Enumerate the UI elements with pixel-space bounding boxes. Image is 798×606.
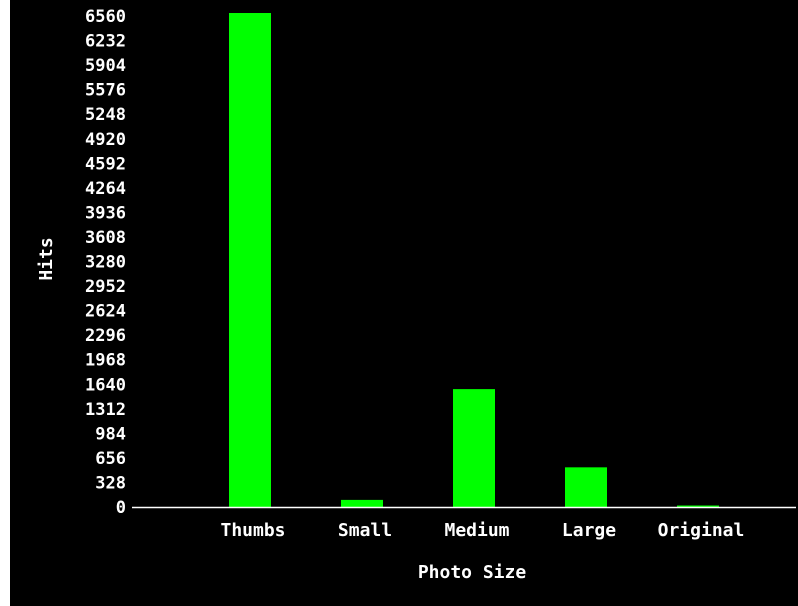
bar-medium bbox=[453, 389, 495, 507]
bar-large bbox=[565, 467, 607, 507]
bar-original bbox=[677, 505, 719, 507]
y-tick-label: 4920 bbox=[85, 130, 126, 150]
y-tick-label: 4264 bbox=[85, 179, 126, 199]
y-tick-label: 5576 bbox=[85, 81, 126, 101]
x-tick-label: Original bbox=[658, 520, 745, 541]
y-tick-label: 984 bbox=[95, 424, 126, 444]
bar-small bbox=[341, 499, 383, 507]
x-tick-label: Small bbox=[338, 520, 392, 541]
y-axis-title: Hits bbox=[36, 237, 57, 280]
x-tick-label: Thumbs bbox=[220, 520, 285, 541]
y-tick-label: 656 bbox=[95, 449, 126, 469]
y-tick-label: 3280 bbox=[85, 253, 126, 273]
x-tick-label: Large bbox=[562, 520, 616, 541]
y-tick-label: 3936 bbox=[85, 203, 126, 223]
y-tick-label: 1640 bbox=[85, 375, 126, 395]
y-tick-label: 6232 bbox=[85, 32, 126, 52]
y-tick-label: 5904 bbox=[85, 56, 126, 76]
y-tick-label: 328 bbox=[95, 473, 126, 493]
y-tick-label: 6560 bbox=[85, 7, 126, 27]
y-tick-label: 2624 bbox=[85, 302, 126, 322]
chart-background bbox=[10, 0, 798, 606]
x-tick-label: Medium bbox=[444, 520, 509, 541]
y-tick-label: 3608 bbox=[85, 228, 126, 248]
y-tick-label: 0 bbox=[116, 498, 126, 518]
y-tick-label: 2952 bbox=[85, 277, 126, 297]
y-tick-label: 4592 bbox=[85, 154, 126, 174]
y-tick-label: 2296 bbox=[85, 326, 126, 346]
y-tick-label: 1312 bbox=[85, 400, 126, 420]
x-axis-title: Photo Size bbox=[418, 562, 527, 583]
bar-thumbs bbox=[229, 13, 271, 507]
y-tick-label: 1968 bbox=[85, 351, 126, 371]
y-tick-label: 5248 bbox=[85, 105, 126, 125]
